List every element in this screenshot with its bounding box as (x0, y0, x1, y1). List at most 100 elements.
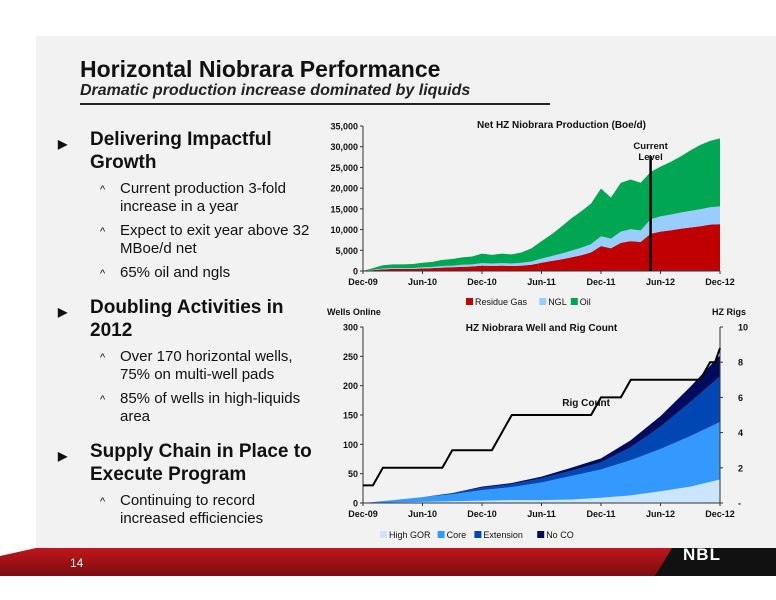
legend-swatch (537, 531, 545, 538)
x-tick-label: Dec-10 (467, 277, 497, 287)
bullet-heading-text: Delivering Impactful Growth (90, 129, 272, 173)
caret-bullet-icon: ^ (100, 394, 106, 406)
area-series-high-gor (363, 479, 720, 503)
sub-bullet-text: Current production 3-fold increase in a … (120, 180, 286, 215)
y2-tick-label: 2 (738, 463, 743, 473)
company-logo: NBL (683, 545, 721, 564)
y-tick-label: 100 (343, 440, 358, 450)
sub-bullet: ^ Continuing to record increased efficien… (58, 492, 318, 528)
legend-swatch (437, 531, 445, 538)
x-tick-label: Dec-11 (586, 277, 615, 287)
y2-tick-label: 8 (738, 358, 743, 368)
rig-count-label: Rig Count (562, 398, 610, 409)
x-tick-label: Jun-10 (408, 509, 437, 519)
triangle-bullet-icon: ▶ (58, 137, 68, 151)
y2-tick-label: 6 (738, 393, 743, 403)
sub-bullet: ^ Expect to exit year above 32 MBoe/d net (58, 222, 318, 258)
triangle-bullet-icon: ▶ (58, 449, 68, 463)
caret-bullet-icon: ^ (100, 184, 106, 196)
legend-label: Extension (483, 530, 523, 540)
area-series-ngl (363, 206, 720, 271)
legend-swatch (539, 298, 547, 305)
x-tick-label: Dec-09 (348, 277, 378, 287)
x-tick-label: Jun-12 (646, 277, 675, 287)
x-tick-label: Dec-11 (586, 509, 615, 519)
x-tick-label: Dec-12 (705, 277, 735, 287)
y-tick-label: 200 (343, 381, 358, 391)
legend-label: High GOR (389, 530, 431, 540)
legend-label: NGL (548, 297, 567, 307)
sub-bullet-text: 85% of wells in high-liquids area (120, 390, 301, 425)
y-tick-label: 15,000 (330, 204, 358, 214)
y2-tick-label: 10 (738, 323, 748, 333)
chart-title: Net HZ Niobrara Production (Boe/d) (477, 120, 646, 131)
y-tick-label: 300 (343, 323, 358, 333)
y2-tick-label: - (738, 499, 741, 509)
caret-bullet-icon: ^ (100, 268, 106, 280)
slide-title: Horizontal Niobrara Performance (80, 56, 441, 82)
area-series-oil (363, 138, 720, 271)
bullet-heading: ▶ Supply Chain in Place to Execute Progra… (58, 440, 318, 486)
legend-swatch (380, 531, 387, 538)
sub-bullet-text: Continuing to record increased efficienc… (120, 492, 264, 527)
legend-label: Oil (580, 297, 591, 307)
x-tick-label: Jun-11 (527, 509, 556, 519)
rig-count-line (363, 347, 721, 487)
y-tick-label: 25,000 (330, 163, 358, 173)
sub-bullet: ^ Current production 3-fold increase in a… (58, 180, 318, 216)
x-tick-label: Jun-12 (646, 509, 675, 519)
legend-label: Core (447, 530, 467, 540)
sub-bullet: ^ 65% oil and ngls (58, 264, 318, 282)
legend-swatch (474, 531, 482, 538)
y-tick-label: 5,000 (335, 246, 358, 256)
bullet-heading-text: Supply Chain in Place to Execute Program (90, 441, 312, 485)
chart-title: HZ Niobrara Well and Rig Count (466, 323, 618, 334)
x-tick-label: Dec-12 (705, 509, 735, 519)
annotation-label: Current (633, 141, 668, 152)
production-chart: Net HZ Niobrara Production (Boe/d) 0 5,000… (330, 120, 735, 307)
y-tick-label: 150 (343, 411, 358, 421)
right-axis-label: HZ Rigs (712, 307, 746, 317)
x-tick-label: Jun-11 (527, 277, 556, 287)
y2-tick-label: 4 (738, 428, 743, 438)
sub-bullet-text: Expect to exit year above 32 MBoe/d net (120, 222, 310, 257)
bullet-list: ▶ Delivering Impactful Growth ^ Current pr… (58, 128, 318, 528)
legend-swatch (466, 298, 473, 305)
caret-bullet-icon: ^ (100, 496, 106, 508)
area-series-residue-gas (363, 224, 720, 271)
legend-label: Residue Gas (475, 297, 528, 307)
footer-bar (0, 548, 776, 576)
area-series-extension (363, 376, 720, 503)
y-tick-label: 20,000 (330, 184, 358, 194)
page-number: 14 (70, 556, 84, 570)
sub-bullet: ^ Over 170 horizontal wells, 75% on multi… (58, 348, 318, 384)
well-rig-chart: HZ Niobrara Well and Rig Count 0 50 100 150 2… (327, 307, 748, 540)
legend-label: No CO (546, 530, 574, 540)
annotation-label: Level (638, 152, 662, 163)
bullet-heading: ▶ Delivering Impactful Growth (58, 128, 318, 174)
caret-bullet-icon: ^ (100, 352, 106, 364)
x-tick-label: Dec-09 (348, 509, 378, 519)
y-tick-label: 250 (343, 352, 358, 362)
caret-bullet-icon: ^ (100, 226, 106, 238)
sub-bullet-text: 65% oil and ngls (120, 264, 231, 281)
bullet-heading: ▶ Doubling Activities in 2012 (58, 296, 318, 342)
y-tick-label: 35,000 (330, 122, 358, 132)
y-tick-label: 30,000 (330, 142, 358, 152)
legend-swatch (570, 298, 578, 305)
bullet-heading-text: Doubling Activities in 2012 (90, 297, 284, 341)
title-rule (80, 103, 550, 105)
sub-bullet-text: Over 170 horizontal wells, 75% on multi-… (120, 348, 293, 383)
left-axis-label: Wells Online (327, 307, 381, 317)
y-tick-label: 50 (348, 469, 358, 479)
y-tick-label: 0 (353, 267, 358, 277)
x-tick-label: Dec-10 (467, 509, 497, 519)
x-tick-label: Jun-10 (408, 277, 437, 287)
y-tick-label: 10,000 (330, 225, 358, 235)
slide-subtitle: Dramatic production increase dominated b… (80, 82, 471, 99)
area-series-no-co (363, 355, 720, 503)
area-series-core (363, 422, 720, 503)
sub-bullet: ^ 85% of wells in high-liquids area (58, 390, 318, 426)
triangle-bullet-icon: ▶ (58, 305, 68, 319)
